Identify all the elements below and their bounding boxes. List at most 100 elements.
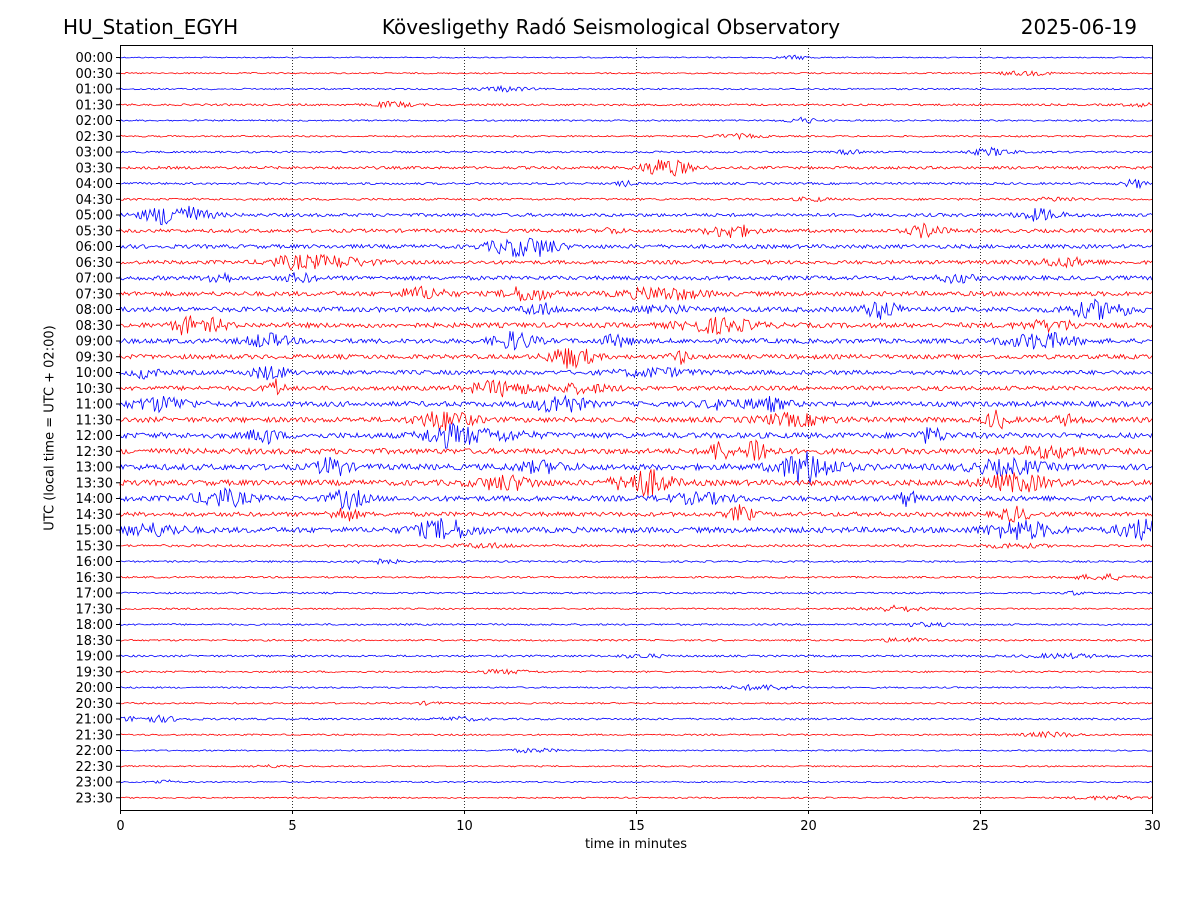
trace-23:30 <box>119 795 1153 801</box>
x-tick-label: 30 <box>1144 819 1161 834</box>
trace-22:00 <box>119 747 1153 754</box>
y-tick-label: 22:30 <box>76 760 113 775</box>
y-tick-label: 00:30 <box>76 67 113 82</box>
x-tick-label: 5 <box>288 819 296 834</box>
trace-19:00 <box>119 652 1153 660</box>
trace-00:30 <box>119 70 1153 77</box>
y-tick-label: 21:30 <box>76 728 113 743</box>
trace-07:30 <box>119 285 1153 302</box>
y-tick-label: 19:30 <box>76 665 113 680</box>
trace-01:00 <box>119 84 1153 93</box>
trace-23:00 <box>119 779 1153 784</box>
y-tick-label: 01:30 <box>76 98 113 113</box>
y-tick-label: 21:00 <box>76 713 113 728</box>
y-tick-label: 16:00 <box>76 555 113 570</box>
y-tick-label: 18:00 <box>76 618 113 633</box>
y-tick-label: 07:30 <box>76 287 113 302</box>
trace-11:30 <box>119 409 1153 431</box>
y-tick-label: 15:00 <box>76 524 113 539</box>
trace-20:00 <box>119 684 1153 692</box>
y-tick-label: 11:00 <box>76 398 113 413</box>
trace-00:00 <box>119 54 1153 61</box>
trace-13:00 <box>119 451 1153 485</box>
y-tick-label: 04:00 <box>76 177 113 192</box>
y-tick-label: 02:30 <box>76 130 113 145</box>
y-tick-label: 02:00 <box>76 114 113 129</box>
trace-19:30 <box>119 668 1153 676</box>
x-tick-label: 0 <box>116 819 124 834</box>
chart-date: 2025-06-19 <box>1020 15 1137 39</box>
trace-22:30 <box>119 764 1153 769</box>
trace-10:30 <box>119 378 1153 398</box>
y-tick-label: 08:30 <box>76 319 113 334</box>
trace-21:00 <box>119 714 1153 724</box>
y-tick-label: 16:30 <box>76 571 113 586</box>
trace-08:00 <box>119 298 1153 320</box>
y-tick-label: 01:00 <box>76 83 113 98</box>
trace-04:30 <box>119 196 1153 202</box>
y-tick-label: 05:00 <box>76 209 113 224</box>
trace-17:30 <box>119 604 1153 613</box>
y-axis-label: UTC (local time = UTC + 02:00) <box>42 325 58 531</box>
trace-16:00 <box>119 558 1153 566</box>
y-tick-label: 13:30 <box>76 476 113 491</box>
trace-09:30 <box>119 348 1153 370</box>
y-tick-label: 19:00 <box>76 650 113 665</box>
trace-11:00 <box>119 394 1153 414</box>
trace-04:00 <box>119 178 1153 190</box>
x-tick-label: 20 <box>800 819 817 834</box>
y-tick-label: 10:30 <box>76 382 113 397</box>
trace-07:00 <box>119 271 1153 285</box>
trace-06:30 <box>119 253 1153 271</box>
trace-09:00 <box>119 330 1153 351</box>
x-tick-label: 15 <box>628 819 645 834</box>
y-tick-label: 08:00 <box>76 303 113 318</box>
y-axis-ticks: 00:0000:3001:0001:3002:0002:3003:0003:30… <box>76 51 120 806</box>
y-tick-label: 10:00 <box>76 366 113 381</box>
y-tick-label: 06:30 <box>76 256 113 271</box>
y-tick-label: 03:00 <box>76 146 113 161</box>
x-axis-label: time in minutes <box>584 837 688 852</box>
y-tick-label: 12:00 <box>76 429 113 444</box>
trace-08:30 <box>119 315 1153 336</box>
y-tick-label: 12:30 <box>76 445 113 460</box>
y-tick-label: 11:30 <box>76 413 113 428</box>
trace-03:30 <box>119 159 1153 177</box>
y-tick-label: 20:30 <box>76 697 113 712</box>
trace-12:00 <box>119 422 1153 449</box>
trace-05:00 <box>119 205 1153 226</box>
x-tick-label: 25 <box>972 819 989 834</box>
seismic-traces <box>119 54 1153 801</box>
y-tick-label: 23:30 <box>76 791 113 806</box>
trace-14:00 <box>119 487 1153 511</box>
y-tick-label: 14:30 <box>76 508 113 523</box>
y-tick-label: 20:00 <box>76 681 113 696</box>
trace-13:30 <box>119 469 1153 498</box>
y-tick-label: 03:30 <box>76 161 113 176</box>
y-tick-label: 14:00 <box>76 492 113 507</box>
x-tick-label: 10 <box>456 819 473 834</box>
trace-14:30 <box>119 504 1153 523</box>
y-tick-label: 05:30 <box>76 224 113 239</box>
trace-10:00 <box>119 366 1153 381</box>
y-tick-label: 06:00 <box>76 240 113 255</box>
grid-lines <box>292 45 981 810</box>
y-tick-label: 18:30 <box>76 634 113 649</box>
trace-21:30 <box>119 730 1153 739</box>
y-tick-label: 22:00 <box>76 744 113 759</box>
station-name: HU_Station_EGYH <box>63 15 239 39</box>
y-tick-label: 15:30 <box>76 539 113 554</box>
plot-frame <box>120 45 1153 811</box>
trace-15:00 <box>119 518 1153 541</box>
x-axis-ticks: 0 5 10 15 20 25 30 <box>116 810 1161 834</box>
y-tick-label: 09:00 <box>76 335 113 350</box>
trace-18:00 <box>119 621 1153 628</box>
trace-05:30 <box>119 222 1153 239</box>
y-tick-label: 23:00 <box>76 776 113 791</box>
trace-02:30 <box>119 132 1153 141</box>
trace-18:30 <box>119 636 1153 643</box>
trace-17:00 <box>119 590 1153 596</box>
trace-02:00 <box>119 116 1153 124</box>
trace-06:00 <box>119 237 1153 258</box>
